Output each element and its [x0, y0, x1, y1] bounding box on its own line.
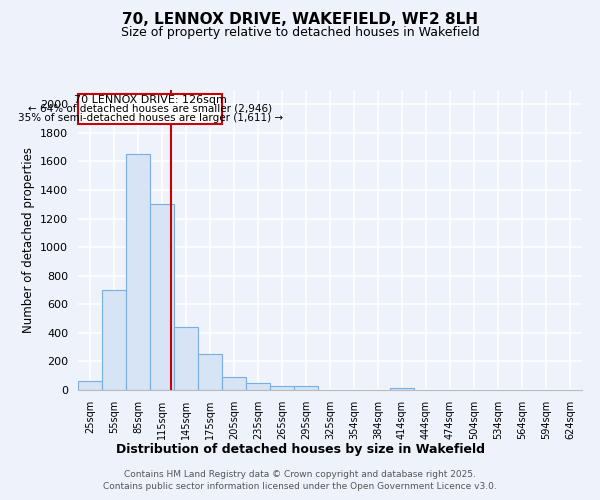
Bar	[390, 388, 414, 390]
Text: Distribution of detached houses by size in Wakefield: Distribution of detached houses by size …	[115, 442, 485, 456]
Bar	[222, 377, 246, 390]
Bar	[198, 354, 222, 390]
Y-axis label: Number of detached properties: Number of detached properties	[22, 147, 35, 333]
Bar	[246, 383, 270, 390]
Text: Contains HM Land Registry data © Crown copyright and database right 2025.: Contains HM Land Registry data © Crown c…	[124, 470, 476, 479]
Bar	[150, 204, 174, 390]
Text: 70, LENNOX DRIVE, WAKEFIELD, WF2 8LH: 70, LENNOX DRIVE, WAKEFIELD, WF2 8LH	[122, 12, 478, 28]
Bar	[102, 290, 126, 390]
Text: 35% of semi-detached houses are larger (1,611) →: 35% of semi-detached houses are larger (…	[17, 113, 283, 123]
FancyBboxPatch shape	[79, 94, 222, 124]
Bar	[294, 386, 318, 390]
Text: ← 64% of detached houses are smaller (2,946): ← 64% of detached houses are smaller (2,…	[28, 104, 272, 114]
Text: 70 LENNOX DRIVE: 126sqm: 70 LENNOX DRIVE: 126sqm	[74, 94, 227, 104]
Bar	[174, 327, 198, 390]
Bar	[126, 154, 150, 390]
Text: Contains public sector information licensed under the Open Government Licence v3: Contains public sector information licen…	[103, 482, 497, 491]
Text: Size of property relative to detached houses in Wakefield: Size of property relative to detached ho…	[121, 26, 479, 39]
Bar	[270, 386, 294, 390]
Bar	[78, 380, 102, 390]
